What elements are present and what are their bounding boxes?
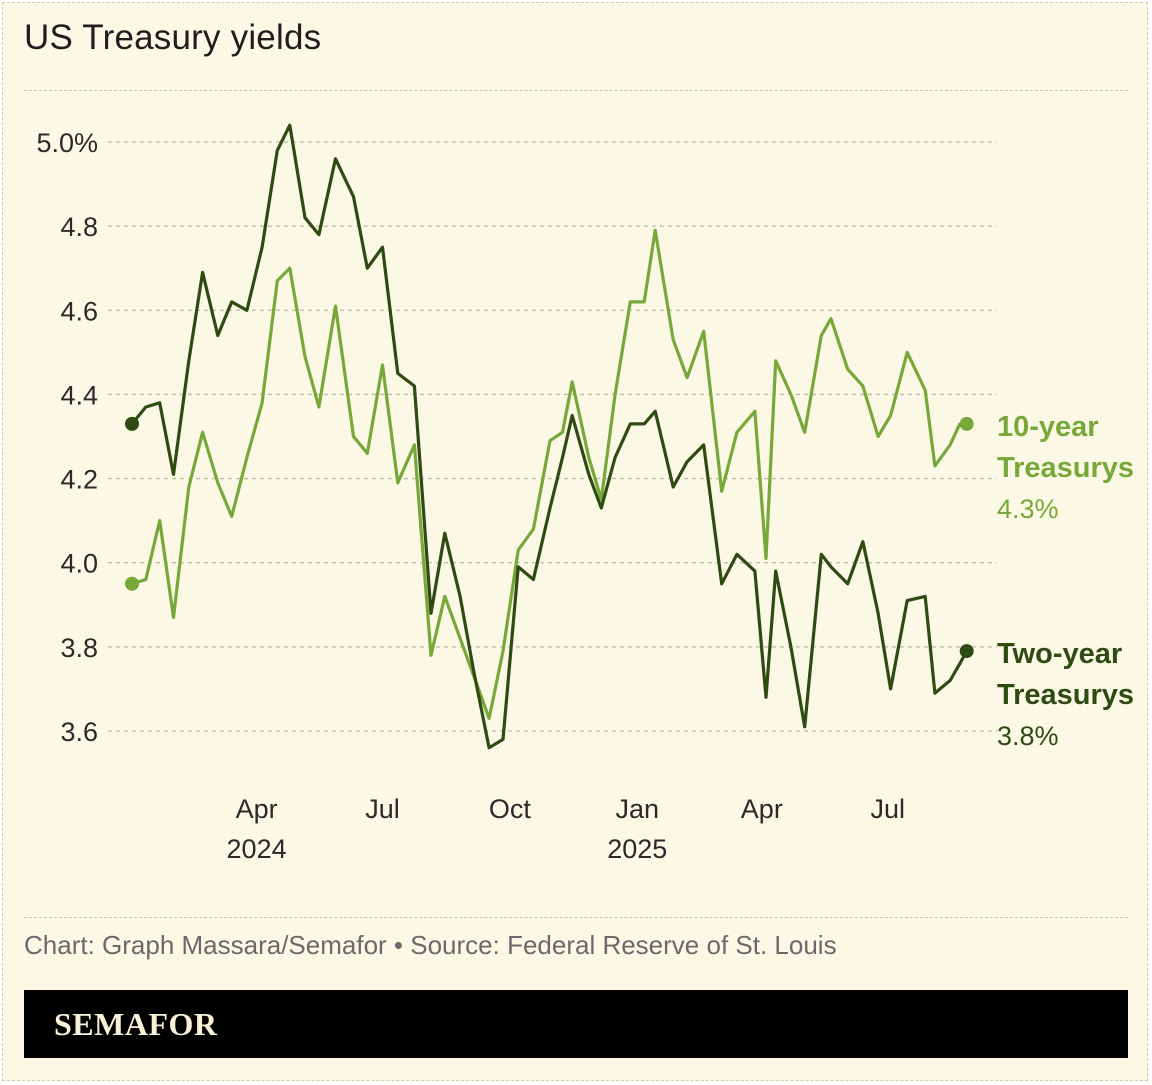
y-tick-label: 4.4 [60,380,98,410]
y-tick-label: 3.8 [60,633,98,663]
two-year-end-dot [959,644,974,659]
y-tick-label: 3.6 [60,717,98,747]
y-tick-label: 5.0% [36,128,98,158]
x-tick-label: Jan [615,794,659,824]
two-year-series-label-line2: Treasurys [997,679,1134,711]
x-tick-label: Jul [871,794,906,824]
x-tick-year-label: 2025 [607,834,667,864]
top-divider [24,90,1128,91]
series-layer [125,123,974,750]
ten-year-end-dot [959,416,974,431]
y-tick-label: 4.0 [60,549,98,579]
brand-footer: SEMAFOR [24,990,1128,1058]
ten-year-last-value-label: 4.3% [997,494,1059,524]
x-tick-label: Apr [741,794,783,824]
grid-layer [108,141,997,732]
label-layer: 10-year Treasurys 4.3% Two-year Treasurys 3.8… [997,411,1134,751]
x-tick-label: Jul [365,794,400,824]
y-tick-label: 4.8 [60,212,98,242]
y-tick-label: 4.2 [60,465,98,495]
line-chart: 5.0% 4.8 4.6 4.4 4.2 4.0 3.8 3.6 Apr 2024 Jul Oct Ja… [36,123,1134,864]
two-year-line [130,123,969,750]
two-year-start-dot [125,416,139,431]
source-credit: Chart: Graph Massara/Semafor • Source: F… [24,930,837,960]
ten-year-start-dot [125,576,139,591]
x-tick-year-label: 2024 [227,834,287,864]
ten-year-series-label: 10-year [997,411,1099,443]
two-year-series-label: Two-year [997,638,1122,670]
x-tick-label: Oct [489,794,532,824]
ten-year-line [130,228,969,721]
bottom-divider [24,917,1128,918]
chart-title: US Treasury yields [24,18,322,57]
two-year-last-value-label: 3.8% [997,721,1059,751]
semafor-logo: SEMAFOR [54,1006,218,1042]
axis-layer: 5.0% 4.8 4.6 4.4 4.2 4.0 3.8 3.6 Apr 2024 Jul Oct Ja… [36,128,905,864]
y-tick-label: 4.6 [60,296,98,326]
x-tick-label: Apr [236,794,278,824]
ten-year-series-label-line2: Treasurys [997,452,1134,484]
